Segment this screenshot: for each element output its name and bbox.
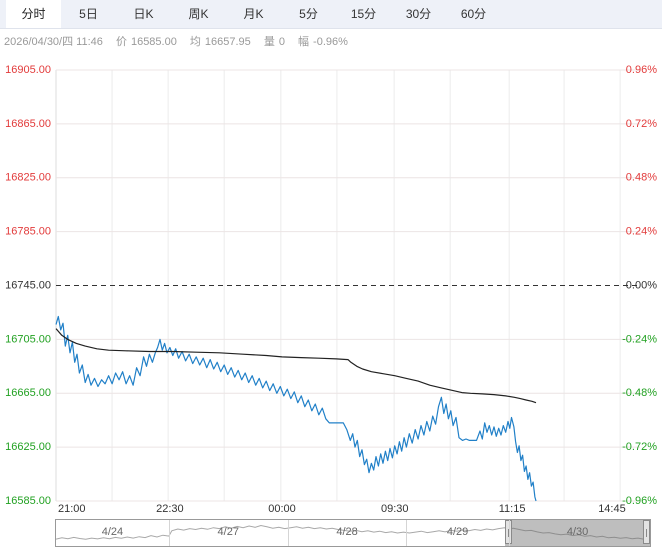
price-line — [55, 315, 537, 502]
price-value: 16585.00 — [130, 36, 177, 48]
quote-datetime: 2026/04/30/四 11:46 — [4, 36, 103, 48]
navigator-section-divider — [508, 520, 510, 546]
navigator-date-label: 4/28 — [336, 526, 358, 538]
x-axis-time-label: 22:30 — [156, 503, 184, 515]
tab-period-8[interactable]: 60分 — [460, 7, 487, 21]
y-axis-pct-label: 0.48% — [626, 172, 657, 184]
price-label: 价 — [115, 36, 127, 48]
navigator-mini-chart — [56, 524, 650, 540]
tab-period-3[interactable]: 周K — [188, 7, 209, 21]
navigator-selection[interactable] — [505, 520, 650, 546]
y-axis-price-label: 16905.00 — [5, 64, 51, 76]
volume-value: 0 — [278, 36, 285, 48]
period-tab-bar: 分时 5日 日K 周K 月K 5分 15分 30分 60分 — [0, 0, 662, 29]
navigator-date-label: 4/24 — [101, 526, 124, 538]
tab-period-7[interactable]: 30分 — [405, 7, 432, 21]
y-axis-price-label: 16785.00 — [5, 226, 51, 238]
volume-label: 量 — [263, 36, 275, 48]
tab-period-1[interactable]: 5日 — [79, 7, 98, 21]
y-axis-price-label: 16825.00 — [5, 172, 51, 184]
change-value: -0.96% — [313, 36, 348, 48]
tab-period-5[interactable]: 5分 — [299, 7, 318, 21]
navigator-left-handle[interactable] — [505, 520, 513, 544]
y-axis-pct-label: -0.72% — [622, 441, 657, 453]
tab-period-4[interactable]: 月K — [243, 7, 264, 21]
y-axis-pct-label: 0.96% — [626, 64, 657, 76]
date-navigator[interactable]: 4/24 4/27 4/28 4/29 4/30 — [55, 519, 651, 547]
change-label: 幅 — [298, 36, 310, 48]
y-axis-pct-label: 0.24% — [626, 226, 657, 238]
y-axis-pct-label: 0.72% — [626, 118, 657, 130]
navigator-date-label: 4/29 — [446, 526, 469, 538]
y-axis-price-label: 16665.00 — [5, 387, 51, 399]
navigator-section-divider — [168, 520, 170, 546]
navigator-date-label: 4/27 — [217, 526, 239, 538]
y-axis-price-label: 16705.00 — [5, 333, 51, 345]
navigator-right-handle[interactable] — [643, 520, 650, 544]
average-line — [55, 328, 537, 404]
tab-period-0[interactable]: 分时 — [6, 0, 61, 28]
average-value: 16657.95 — [204, 36, 251, 48]
x-axis-time-label: 00:00 — [268, 503, 296, 515]
intraday-chart[interactable]: 16905.00 0.96% 16865.00 0.72% 16825.00 0.48% 1… — [0, 0, 662, 518]
x-axis-time-label: 14:45 — [598, 503, 626, 515]
tab-period-6[interactable]: 15分 — [350, 7, 377, 21]
y-axis-price-label: 16865.00 — [5, 118, 51, 130]
y-axis-pct-label: 0.00% — [626, 279, 657, 291]
tab-period-2[interactable]: 日K — [133, 7, 154, 21]
navigator-date-label: 4/30 — [566, 526, 589, 538]
average-label: 均 — [189, 36, 201, 48]
navigator-section-divider — [406, 520, 408, 546]
x-axis-time-label: 11:15 — [499, 503, 526, 515]
y-axis-pct-label: -0.24% — [622, 333, 657, 345]
navigator-line — [56, 524, 650, 540]
y-axis-price-label: 16585.00 — [5, 495, 51, 507]
y-axis-pct-label: -0.96% — [622, 495, 657, 507]
quote-info-bar: 2026/04/30/四 11:46 价 16585.00 均 16657.95 量… — [4, 33, 352, 48]
y-axis-price-label: 16625.00 — [5, 441, 51, 453]
y-axis-price-label: 16745.00 — [5, 279, 51, 291]
x-axis-time-label: 09:30 — [381, 503, 409, 515]
x-axis-time-label: 21:00 — [58, 503, 86, 515]
navigator-section-divider — [287, 520, 289, 546]
y-axis-pct-label: -0.48% — [622, 387, 657, 399]
